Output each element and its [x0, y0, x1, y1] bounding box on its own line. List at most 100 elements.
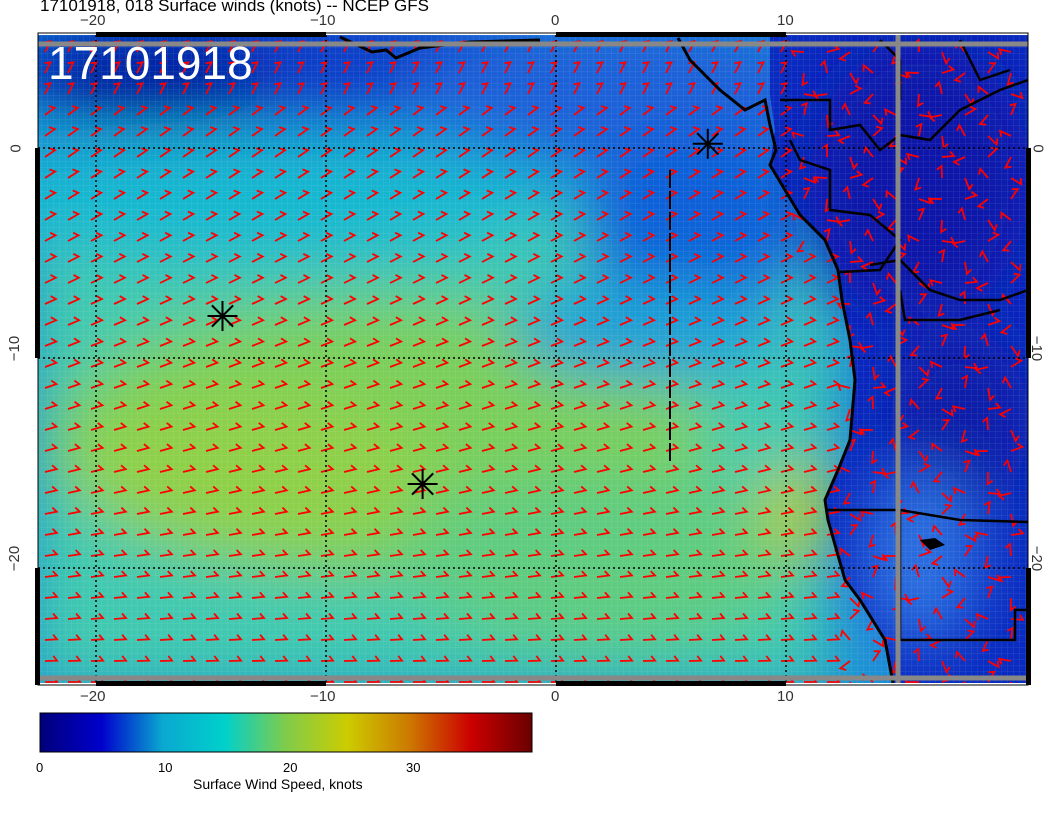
- wind-barb: [504, 105, 517, 116]
- wind-barb: [1010, 528, 1025, 536]
- wind-barb: [872, 639, 885, 648]
- wind-barb: [527, 485, 542, 494]
- wind-barb: [864, 228, 874, 242]
- wind-barb: [320, 549, 335, 557]
- wind-barb: [389, 168, 403, 179]
- wind-barb: [320, 168, 334, 179]
- wind-barb: [297, 253, 311, 263]
- wind-barb: [918, 293, 928, 305]
- wind-barb: [297, 379, 312, 389]
- wind-barb: [504, 464, 519, 473]
- wind-barb: [931, 441, 943, 452]
- wind-barb: [67, 210, 81, 221]
- wind-barb: [573, 655, 588, 662]
- wind-barb: [987, 62, 997, 74]
- wind-barb: [228, 358, 243, 368]
- wind-barb: [389, 464, 404, 473]
- wind-barb: [343, 379, 358, 389]
- wind-barb: [159, 634, 174, 641]
- wind-barb: [297, 189, 311, 200]
- wind-barb: [826, 379, 841, 389]
- wind-barb: [550, 210, 564, 221]
- wind-barb: [297, 612, 312, 620]
- wind-barb: [734, 401, 749, 410]
- wind-barb: [550, 591, 565, 599]
- wind-barb: [228, 316, 243, 326]
- wind-barb: [159, 528, 174, 536]
- wind-barb: [688, 168, 702, 179]
- wind-barb: [849, 608, 861, 620]
- wind-barb: [44, 82, 53, 95]
- wind-barb: [619, 168, 633, 179]
- wind-barb: [136, 231, 150, 242]
- wind-barb: [481, 61, 490, 74]
- wind-barb: [596, 443, 611, 452]
- storm-markers: [207, 128, 723, 499]
- wind-barb: [826, 570, 841, 578]
- wind-barb: [205, 274, 219, 284]
- wind-barb: [596, 337, 611, 347]
- wind-barb: [136, 210, 150, 221]
- wind-barb: [251, 379, 266, 389]
- wind-barb: [205, 210, 219, 221]
- wind-barb: [481, 443, 496, 452]
- wind-barb: [619, 528, 634, 536]
- wind-barb: [412, 612, 427, 620]
- wind-barb: [1000, 210, 1012, 221]
- wind-barb: [435, 422, 450, 431]
- wind-barb: [918, 450, 929, 463]
- wind-barb: [826, 316, 841, 326]
- wind-barb: [251, 655, 266, 662]
- wind-barb: [711, 358, 726, 368]
- wind-barb: [205, 358, 220, 368]
- wind-barb: [251, 316, 266, 326]
- wind-barb: [136, 485, 151, 494]
- wind-barb: [974, 531, 989, 539]
- wind-barb: [872, 282, 882, 297]
- wind-barb: [504, 253, 518, 263]
- wind-barb: [711, 231, 725, 242]
- wind-barb: [964, 629, 976, 641]
- wind-barb: [734, 655, 749, 662]
- wind-barb: [412, 549, 427, 557]
- wind-barb: [527, 295, 541, 305]
- wind-barb: [642, 253, 656, 263]
- wind-barb: [90, 253, 104, 263]
- wind-barb: [849, 170, 864, 179]
- wind-barb: [297, 570, 312, 578]
- wind-barb: [412, 337, 427, 347]
- wind-barb: [757, 147, 770, 158]
- wind-barb: [642, 528, 657, 536]
- wind-barb: [931, 524, 943, 536]
- wind-barb: [113, 126, 126, 137]
- wind-barb: [711, 61, 720, 74]
- wind-barb: [504, 506, 519, 515]
- wind-barb: [113, 231, 127, 242]
- wind-barb: [228, 485, 243, 494]
- wind-barb: [412, 528, 427, 536]
- wind-barb: [596, 61, 605, 74]
- wind-barb: [228, 506, 243, 515]
- wind-barb: [527, 126, 540, 137]
- wind-barb: [884, 303, 897, 314]
- wind-barb: [757, 549, 772, 557]
- wind-barb: [757, 253, 771, 263]
- wind-barb: [964, 362, 979, 370]
- wind-barb: [228, 168, 242, 179]
- wind-barb: [136, 316, 151, 326]
- wind-barb: [113, 485, 128, 494]
- wind-barb: [1009, 681, 1012, 683]
- wind-barb: [136, 634, 151, 641]
- wind-barb: [297, 422, 312, 431]
- wind-speed-field: [38, 35, 1028, 683]
- wind-barb: [182, 295, 196, 305]
- wind-barb: [941, 150, 956, 158]
- wind-barb: [205, 570, 220, 578]
- wind-barb: [435, 401, 450, 410]
- wind-barb: [983, 555, 991, 570]
- wind-barb: [136, 549, 151, 557]
- wind-barb: [504, 210, 518, 221]
- wind-barb: [182, 443, 197, 452]
- wind-barb: [642, 231, 656, 242]
- wind-barb: [435, 189, 449, 200]
